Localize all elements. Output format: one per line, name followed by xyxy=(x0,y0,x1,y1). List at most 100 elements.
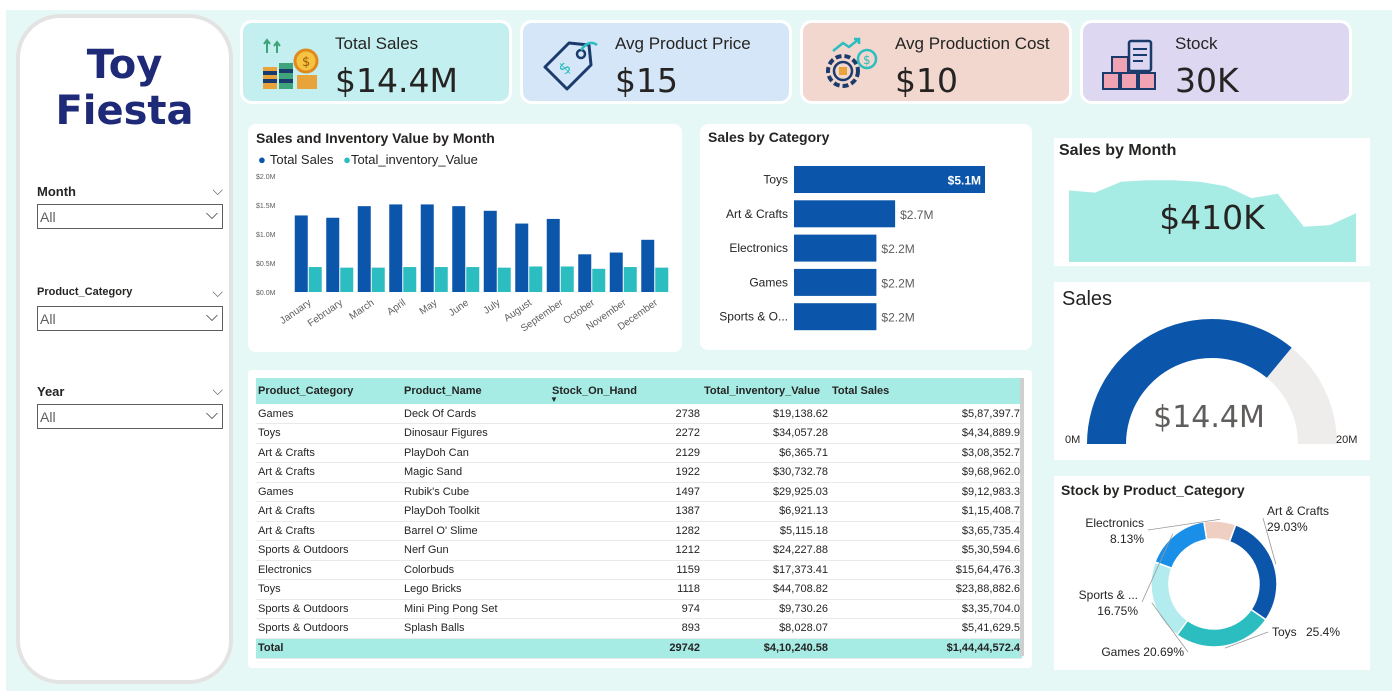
chevron-down-icon[interactable]: ⌵ xyxy=(212,382,223,398)
table-cell: Art & Crafts xyxy=(256,501,402,522)
sales-by-month-area-chart[interactable] xyxy=(1054,138,1370,266)
table-row[interactable]: Sports & Outdoors Mini Ping Pong Set 974 $9… xyxy=(256,599,1022,619)
product-category-slicer[interactable]: Product_Category ⌵ All ⌵ xyxy=(37,284,223,331)
stock-donut-chart[interactable]: Art & Crafts 29.03% Toys 25.4% Games 20.69% Sp… xyxy=(1054,476,1370,670)
chart-legend: ● Total Sales ●Total_inventory_Value xyxy=(258,152,482,167)
table-cell: Electronics xyxy=(256,560,402,580)
column-header-total-sales[interactable]: Total Sales xyxy=(830,378,1022,404)
product-table: Product_Category Product_Name Stock_On_H… xyxy=(256,378,1022,659)
table-row[interactable]: Art & Crafts Barrel O' Slime 1282 $5,115.18… xyxy=(256,521,1022,541)
table-cell: $23,88,882.6 xyxy=(830,579,1022,600)
sales-gauge[interactable] xyxy=(1054,282,1370,460)
month-dropdown[interactable]: All ⌵ xyxy=(37,204,223,229)
product-table-card: Product_Category Product_Name Stock_On_H… xyxy=(248,370,1032,668)
data-label: $2.2M xyxy=(881,276,914,290)
table-row[interactable]: Art & Crafts Magic Sand 1922 $30,732.78 $9,6… xyxy=(256,462,1022,483)
table-row[interactable]: Games Rubik's Cube 1497 $29,925.03 $9,12,983… xyxy=(256,482,1022,502)
table-cell: $8,028.07 xyxy=(702,618,830,639)
table-scrollbar[interactable] xyxy=(1020,378,1024,656)
chart-title: Stock by Product_Category xyxy=(1061,482,1245,498)
category-bar xyxy=(794,200,896,228)
total-cell: 29742 xyxy=(550,638,702,659)
table-row[interactable]: Electronics Colorbuds 1159 $17,373.41 $15,64… xyxy=(256,560,1022,580)
bar-total-sales xyxy=(578,254,592,292)
data-label: $2.7M xyxy=(900,208,933,222)
donut-slice xyxy=(1154,520,1208,570)
sort-descending-icon[interactable]: ▼ xyxy=(550,395,558,404)
table-cell: Art & Crafts xyxy=(256,462,402,483)
table-row[interactable]: Art & Crafts PlayDoh Can 2129 $6,365.71 $3,0… xyxy=(256,443,1022,463)
column-header-product-name[interactable]: Product_Name xyxy=(402,378,550,404)
month-dropdown-value: All xyxy=(40,209,56,225)
product-category-dropdown-value: All xyxy=(40,311,56,327)
slice-name: Electronics xyxy=(1085,516,1144,530)
gauge-min-label: 0M xyxy=(1065,434,1081,446)
table-cell: $29,925.03 xyxy=(702,482,830,502)
table-cell: 1387 xyxy=(550,501,702,522)
legend-marker: ● xyxy=(343,152,351,167)
legend-item: Total Sales xyxy=(269,152,334,167)
chevron-down-icon[interactable]: ⌵ xyxy=(205,308,218,325)
year-slicer-label: Year xyxy=(37,384,65,399)
table-cell: Sports & Outdoors xyxy=(256,540,402,561)
year-dropdown[interactable]: All ⌵ xyxy=(37,404,223,429)
product-category-dropdown[interactable]: All ⌵ xyxy=(37,306,223,331)
table-cell: 974 xyxy=(550,599,702,619)
table-cell: Dinosaur Figures xyxy=(402,423,550,444)
column-header-stock-on-hand[interactable]: Stock_On_Hand ▼ xyxy=(550,378,702,404)
sales-area xyxy=(1069,180,1356,262)
table-row[interactable]: Games Deck Of Cards 2738 $19,138.62 $5,87,39… xyxy=(256,404,1022,424)
table-row[interactable]: Sports & Outdoors Splash Balls 893 $8,028.0… xyxy=(256,618,1022,639)
table-cell: $1,15,408.7 xyxy=(830,501,1022,522)
table-row[interactable]: Toys Dinosaur Figures 2272 $34,057.28 $4,34,… xyxy=(256,423,1022,444)
year-slicer[interactable]: Year ⌵ All ⌵ xyxy=(37,382,223,429)
chevron-down-icon[interactable]: ⌵ xyxy=(205,206,218,223)
slice-name: Toys xyxy=(1272,625,1297,639)
bar-total-sales xyxy=(515,223,529,292)
brand-logo: Toy Fiesta xyxy=(20,42,229,134)
kpi-label: Stock xyxy=(1175,34,1218,53)
svg-text:$: $ xyxy=(554,58,575,79)
coins-chart-icon: $ xyxy=(263,38,319,89)
table-row[interactable]: Sports & Outdoors Nerf Gun 1212 $24,227.88 $… xyxy=(256,540,1022,561)
table-row[interactable]: Art & Crafts PlayDoh Toolkit 1387 $6,921.13… xyxy=(256,501,1022,522)
bar-total-sales xyxy=(483,210,497,292)
bar-inventory-value xyxy=(371,267,385,292)
table-cell: $5,41,629.5 xyxy=(830,618,1022,639)
table-cell: $6,921.13 xyxy=(702,501,830,522)
table-cell: $24,227.88 xyxy=(702,540,830,561)
table-row[interactable]: Toys Lego Bricks 1118 $44,708.82 $23,88,882.… xyxy=(256,579,1022,600)
table-cell: Toys xyxy=(256,423,402,444)
kpi-avg-product-price: $ Avg Product Price $15 xyxy=(520,20,792,104)
donut-slice xyxy=(1150,560,1189,637)
table-cell: Art & Crafts xyxy=(256,443,402,463)
slice-percent: 16.75% xyxy=(1097,604,1138,618)
bar-inventory-value xyxy=(623,267,637,292)
chevron-down-icon[interactable]: ⌵ xyxy=(212,182,223,198)
table-cell: $5,115.18 xyxy=(702,521,830,541)
sales-inventory-bar-chart[interactable]: $0.0M$0.5M$1.0M$1.5M$2.0MJanuaryFebruary… xyxy=(248,124,682,352)
chevron-down-icon[interactable]: ⌵ xyxy=(205,406,218,423)
donut-slice xyxy=(1228,523,1278,621)
bar-inventory-value xyxy=(655,267,669,292)
slice-percent: 8.13% xyxy=(1110,532,1144,546)
slice-name: Art & Crafts xyxy=(1267,504,1329,518)
inventory-boxes-icon xyxy=(1102,39,1156,90)
leader-line xyxy=(1141,533,1174,603)
table-cell: Rubik's Cube xyxy=(402,482,550,502)
table-cell: PlayDoh Can xyxy=(402,443,550,463)
kpi-label: Avg Production Cost xyxy=(895,34,1050,53)
y-tick-label: $2.0M xyxy=(256,174,276,181)
bar-inventory-value xyxy=(403,267,417,292)
chevron-down-icon[interactable]: ⌵ xyxy=(212,284,223,300)
bar-total-sales xyxy=(641,239,655,292)
table-cell: 1118 xyxy=(550,579,702,600)
column-header-total-inventory-value[interactable]: Total_inventory_Value xyxy=(702,378,830,404)
column-header-product-category[interactable]: Product_Category xyxy=(256,378,402,404)
gauge-max-label: 20M xyxy=(1336,434,1358,446)
bar-inventory-value xyxy=(560,266,574,292)
table-cell: 2129 xyxy=(550,443,702,463)
table-cell: 1159 xyxy=(550,560,702,580)
sales-by-category-bar-chart[interactable]: Toys $5.1M Art & Crafts $2.7M Electronics $2.… xyxy=(700,124,1032,350)
month-slicer[interactable]: Month ⌵ All ⌵ xyxy=(37,182,223,229)
